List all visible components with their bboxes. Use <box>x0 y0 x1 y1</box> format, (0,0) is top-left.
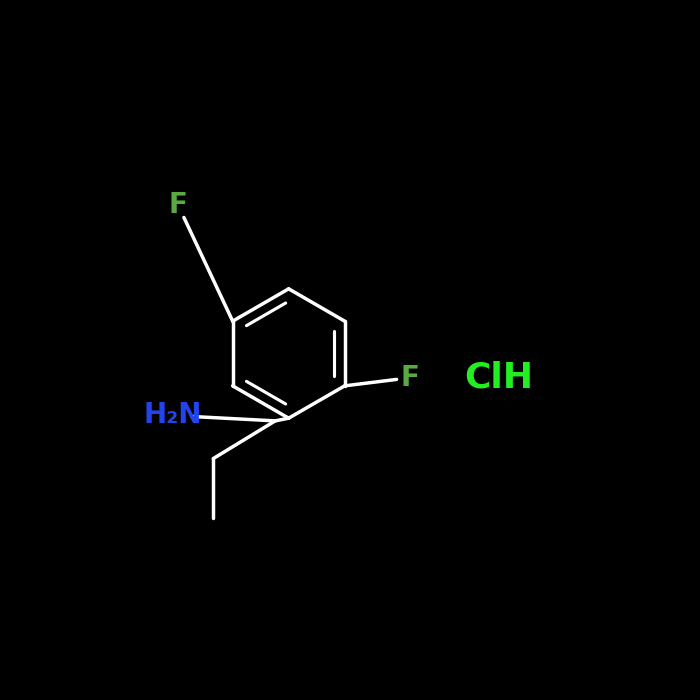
Text: F: F <box>169 191 188 219</box>
Text: F: F <box>400 364 419 392</box>
Text: ClH: ClH <box>464 360 533 395</box>
Text: H₂N: H₂N <box>144 402 202 430</box>
